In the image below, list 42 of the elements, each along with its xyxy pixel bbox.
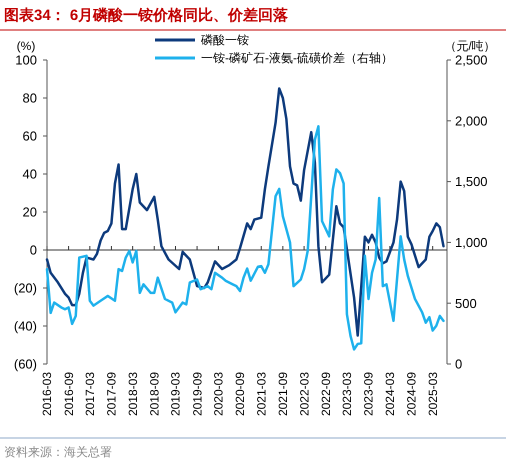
y-tick-label: (40): [14, 318, 37, 334]
x-tick-label: 2021-03: [254, 372, 268, 416]
y2-tick-label: 1,000: [455, 234, 488, 250]
y2-tick-label: 0: [455, 356, 462, 372]
legend-label: 磷酸一铵: [200, 33, 249, 48]
x-tick-label: 2024-03: [383, 372, 398, 416]
x-tick-label: 2025-03: [426, 372, 440, 416]
x-tick-label: 2022-03: [297, 372, 312, 416]
x-tick-label: 2019-09: [190, 372, 204, 416]
y2-tick-label: 1,500: [455, 174, 488, 190]
x-tick-label: 2022-09: [318, 372, 333, 416]
text: 资料来源：海关总署: [4, 445, 112, 459]
y2-axis-title: （元/吨）: [444, 39, 496, 53]
x-tick-label: 2017-03: [83, 372, 98, 416]
x-tick-label: 2023-03: [340, 372, 354, 416]
y-tick-label: 0: [30, 242, 37, 258]
y-tick-label: 40: [22, 166, 37, 182]
line-series: [46, 125, 445, 351]
x-tick-label: 2016-03: [40, 372, 54, 416]
y-tick-label: (20): [14, 280, 37, 296]
y-tick-label: 20: [22, 204, 37, 220]
y-tick-label: 80: [22, 90, 37, 106]
y2-tick-label: 2,500: [455, 52, 488, 68]
line-series: [46, 87, 445, 337]
x-tick-label: 2023-09: [362, 372, 376, 416]
chart-title: 图表34： 6月磷酸一铵价格同比、价差回落: [4, 7, 290, 24]
x-tick-label: 2018-09: [147, 372, 162, 416]
x-tick-label: 2024-09: [404, 372, 419, 416]
y-axis-title: (%): [16, 39, 36, 53]
y-tick-label: 60: [22, 128, 37, 144]
x-tick-label: 2020-09: [233, 372, 248, 416]
x-tick-label: 2021-09: [276, 372, 290, 416]
y-tick-label: (60): [14, 356, 37, 372]
x-tick-label: 2016-09: [62, 372, 76, 416]
x-tick-label: 2017-09: [104, 372, 119, 416]
y-tick-label: 100: [15, 52, 37, 68]
legend-label: 一铵-磷矿石-液氨-硫磺价差（右轴）: [201, 51, 393, 66]
y2-tick-label: 2,000: [455, 113, 488, 128]
y2-tick-label: 500: [455, 296, 477, 311]
x-tick-label: 2020-03: [212, 372, 226, 416]
x-tick-label: 2019-03: [168, 372, 183, 416]
x-tick-label: 2018-03: [126, 372, 140, 416]
